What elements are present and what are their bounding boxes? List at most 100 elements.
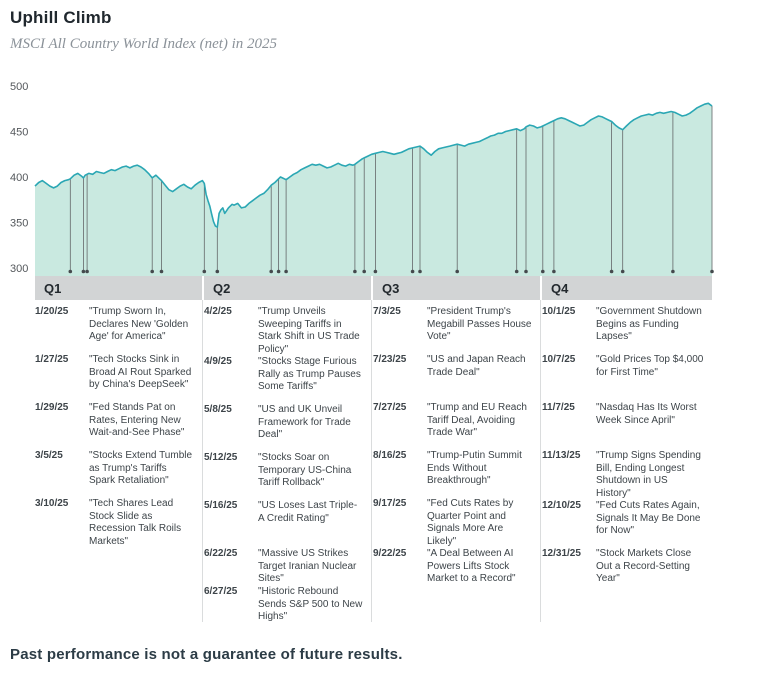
event-marker-dot <box>269 269 274 274</box>
event-quote: "Stock Markets Close Out a Record-Settin… <box>596 548 692 584</box>
quarter-column-q4: 10/1/25 "Government Shutdown Begins as Fu… <box>542 300 710 586</box>
event-date: 5/8/25 <box>204 404 232 415</box>
event-date: 4/2/25 <box>204 306 232 317</box>
event-marker-dot <box>85 269 89 274</box>
event-row: 3/10/25 "Tech Shares Lead Stock Slide as … <box>35 498 200 548</box>
event-date: 3/10/25 <box>35 498 69 509</box>
y-axis-label: 400 <box>10 172 28 184</box>
index-line <box>34 102 713 228</box>
event-marker-dot <box>671 269 675 274</box>
quarter-label: Q2 <box>213 280 231 296</box>
event-date: 10/7/25 <box>542 354 576 365</box>
event-quote: "Stocks Soar on Temporary US-China Tarif… <box>258 452 352 488</box>
event-marker-dot <box>620 269 625 274</box>
event-quote: "Trump-Putin Summit Ends Without Breakth… <box>427 450 522 486</box>
event-date: 8/16/25 <box>373 450 407 461</box>
event-date: 6/27/25 <box>204 586 238 597</box>
event-date: 9/17/25 <box>373 498 407 509</box>
event-row: 9/22/25 "A Deal Between AI Powers Lifts S… <box>373 548 538 586</box>
event-row: 7/23/25 "US and Japan Reach Trade Deal" <box>373 354 538 402</box>
y-axis-label: 450 <box>10 127 28 139</box>
page-title: Uphill Climb <box>10 8 112 27</box>
event-quote: "Fed Cuts Rates by Quarter Point and Sig… <box>427 498 514 547</box>
event-marker-dot <box>362 269 367 274</box>
event-quote: "US Loses Last Triple-A Credit Rating" <box>258 500 358 524</box>
event-marker-dot <box>418 269 422 274</box>
event-date: 12/10/25 <box>542 500 581 511</box>
event-quote: "Historic Rebound Sends S&P 500 to New H… <box>258 586 363 622</box>
event-quote: "Fed Cuts Rates Again, Signals It May Be… <box>596 500 701 536</box>
chart-subtitle: MSCI All Country World Index (net) in 20… <box>10 36 278 52</box>
event-date: 7/23/25 <box>373 354 407 365</box>
event-marker-dot <box>410 269 415 274</box>
event-row: 6/27/25 "Historic Rebound Sends S&P 500 t… <box>204 586 369 624</box>
event-date: 9/22/25 <box>373 548 407 559</box>
event-marker-dot <box>68 269 73 274</box>
event-marker-dot <box>373 269 378 274</box>
event-quote: "Gold Prices Top $4,000 for First Time" <box>596 354 704 378</box>
event-date: 1/20/25 <box>35 306 69 317</box>
quarter-column-q3: 7/3/25 "President Trump's Megabill Passes… <box>373 300 538 586</box>
quarter-band-q3: Q3 <box>373 276 540 300</box>
quarter-label: Q1 <box>44 280 62 296</box>
y-axis-label: 300 <box>10 263 28 275</box>
event-marker-dot <box>215 269 220 274</box>
event-quote: "Tech Shares Lead Stock Slide as Recessi… <box>89 498 182 547</box>
event-date: 7/3/25 <box>373 306 401 317</box>
event-quote: "Stocks Extend Tumble as Trump's Tariffs… <box>89 450 193 486</box>
event-quote: "Stocks Stage Furious Rally as Trump Pau… <box>258 356 361 392</box>
event-date: 11/7/25 <box>542 402 575 413</box>
event-quote: "US and UK Unveil Framework for Trade De… <box>258 404 351 440</box>
event-quote: "US and Japan Reach Trade Deal" <box>427 354 526 378</box>
event-row: 4/2/25 "Trump Unveils Sweeping Tariffs in… <box>204 306 369 356</box>
event-marker-dot <box>81 269 86 274</box>
event-marker-dot <box>514 269 519 274</box>
quarter-column-q2: 4/2/25 "Trump Unveils Sweeping Tariffs in… <box>204 300 369 624</box>
event-marker-dot <box>609 269 614 274</box>
event-marker-dot <box>455 269 460 274</box>
event-row: 11/7/25 "Nasdaq Has Its Worst Week Since … <box>542 402 710 450</box>
column-divider <box>371 300 372 622</box>
event-date: 5/16/25 <box>204 500 238 511</box>
event-row: 8/16/25 "Trump-Putin Summit Ends Without … <box>373 450 538 498</box>
event-row: 7/27/25 "Trump and EU Reach Tariff Deal, … <box>373 402 538 450</box>
quarter-band-q4: Q4 <box>542 276 712 300</box>
disclaimer-text: Past performance is not a guarantee of f… <box>10 646 403 663</box>
event-row: 7/3/25 "President Trump's Megabill Passes… <box>373 306 538 354</box>
event-row: 1/29/25 "Fed Stands Pat on Rates, Enterin… <box>35 402 200 450</box>
y-axis-label: 500 <box>10 81 28 93</box>
event-row: 5/8/25 "US and UK Unveil Framework for Tr… <box>204 404 369 452</box>
event-row: 10/1/25 "Government Shutdown Begins as Fu… <box>542 306 710 354</box>
event-row: 1/20/25 "Trump Sworn In, Declares New 'Go… <box>35 306 200 354</box>
event-quote: "Trump Sworn In, Declares New 'Golden Ag… <box>89 306 189 342</box>
event-row: 3/5/25 "Stocks Extend Tumble as Trump's T… <box>35 450 200 498</box>
event-date: 11/13/25 <box>542 450 581 461</box>
event-marker-dot <box>710 269 714 274</box>
event-date: 1/27/25 <box>35 354 69 365</box>
event-quote: "Fed Stands Pat on Rates, Entering New W… <box>89 402 185 438</box>
event-row: 11/13/25 "Trump Signs Spending Bill, Endi… <box>542 450 710 500</box>
index-area-chart: 500 450 400 350 300 <box>10 81 714 276</box>
event-date: 1/29/25 <box>35 402 69 413</box>
column-divider <box>202 300 203 622</box>
event-row: 5/16/25 "US Loses Last Triple-A Credit Ra… <box>204 500 369 548</box>
quarter-band-q1: Q1 <box>35 276 202 300</box>
event-date: 6/22/25 <box>204 548 238 559</box>
quarter-band-q2: Q2 <box>204 276 371 300</box>
event-row: 12/10/25 "Fed Cuts Rates Again, Signals I… <box>542 500 710 548</box>
area-fill <box>35 103 712 276</box>
event-row: 9/17/25 "Fed Cuts Rates by Quarter Point … <box>373 498 538 548</box>
quarter-label: Q3 <box>382 280 400 296</box>
event-date: 3/5/25 <box>35 450 63 461</box>
event-marker-dot <box>541 269 545 274</box>
event-quote: "Nasdaq Has Its Worst Week Since April" <box>596 402 697 426</box>
y-axis-label: 350 <box>10 218 28 230</box>
event-quote: "Massive US Strikes Target Iranian Nucle… <box>258 548 357 584</box>
quarter-column-q1: 1/20/25 "Trump Sworn In, Declares New 'Go… <box>35 300 200 548</box>
event-marker-dot <box>202 269 207 274</box>
event-quote: "Tech Stocks Sink in Broad AI Rout Spark… <box>89 354 192 390</box>
event-marker-dot <box>524 269 528 274</box>
event-quote: "President Trump's Megabill Passes House… <box>427 306 532 342</box>
event-date: 4/9/25 <box>204 356 232 367</box>
